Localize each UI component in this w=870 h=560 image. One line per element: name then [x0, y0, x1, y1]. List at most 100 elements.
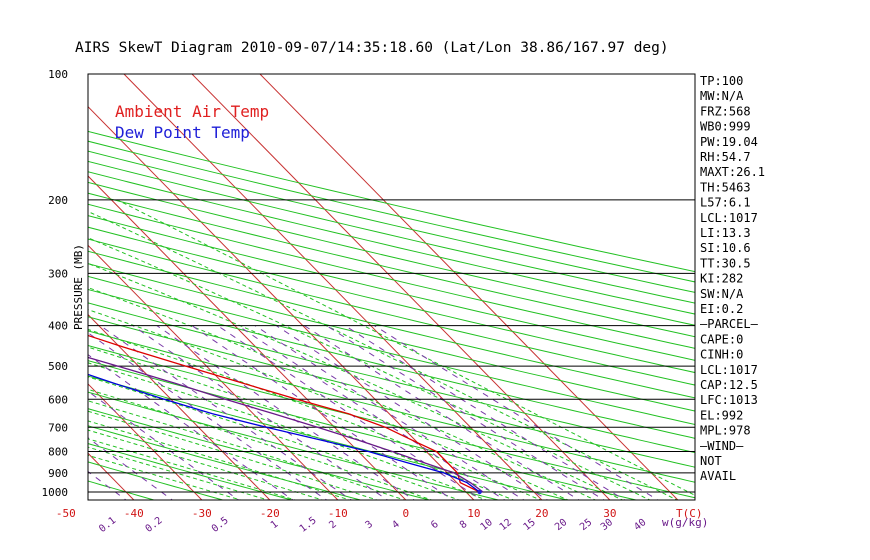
mixing-ratio-line	[88, 390, 240, 500]
dry-adiabat	[88, 360, 639, 500]
mixing-ratio-line	[237, 325, 506, 500]
index-label: FRZ:568	[700, 104, 751, 118]
mixing-ratio-line	[254, 325, 525, 500]
moist-adiabat	[88, 210, 679, 500]
dry-adiabat	[88, 203, 695, 349]
moist-adiabat	[88, 328, 542, 500]
index-label: MPL:978	[700, 424, 751, 438]
bottom-temp-tick-label: 30	[603, 507, 616, 520]
dry-adiabat	[88, 316, 695, 468]
mixing-ratio-line	[100, 325, 353, 500]
moist-adiabat	[88, 438, 297, 500]
pressure-tick-label: 200	[48, 194, 68, 207]
dry-adiabat	[88, 275, 695, 426]
mixing-ratio-tick-label: 0.2	[144, 515, 165, 535]
bottom-temp-tick-label: -30	[192, 507, 212, 520]
dry-adiabat	[0, 34, 25, 503]
dry-adiabat	[88, 330, 695, 483]
bottom-temp-tick-label: 20	[535, 507, 548, 520]
index-label: SI:10.6	[700, 241, 751, 255]
moist-adiabat	[88, 420, 352, 500]
dry-adiabat	[88, 181, 695, 326]
index-label: L57:6.1	[700, 196, 751, 210]
moist-adiabat	[88, 346, 515, 500]
mixing-ratio-tick-label: 8	[458, 519, 470, 531]
moist-adiabat	[116, 199, 695, 496]
dry-adiabat	[88, 140, 695, 283]
legend-item: Ambient Air Temp	[115, 102, 269, 121]
moist-adiabat	[88, 362, 488, 500]
isotherm-line	[88, 175, 407, 500]
index-label: AVAIL	[700, 469, 736, 483]
index-label: LFC:1013	[700, 393, 758, 407]
index-label: EI:0.2	[700, 302, 743, 316]
mixing-ratio-tick-label: 12	[498, 517, 514, 533]
mixing-ratio-line	[88, 354, 294, 500]
bottom-temp-tick-label: -50	[56, 507, 76, 520]
isotherm-line	[123, 74, 543, 500]
pressure-tick-label: 300	[48, 267, 68, 280]
moist-adiabat	[88, 400, 406, 500]
pressure-tick-label: 900	[48, 467, 68, 480]
isotherm-line	[191, 74, 611, 500]
mixing-ratio-tick-label: 10	[479, 517, 495, 533]
dry-adiabat	[88, 192, 695, 338]
dry-adiabat	[88, 345, 695, 499]
dry-adiabat	[88, 408, 432, 500]
index-label: LCL:1017	[700, 363, 758, 377]
mixing-ratio-tick-label: 20	[553, 517, 569, 533]
index-label: RH:54.7	[700, 150, 751, 164]
isotherm-line	[88, 383, 203, 500]
mixing-ratio-line	[217, 325, 483, 500]
plot-area	[0, 34, 695, 512]
index-label: LCL:1017	[700, 211, 758, 225]
dry-adiabat	[88, 226, 695, 374]
bottom-temp-tick-label: 10	[467, 507, 480, 520]
dry-adiabat	[88, 171, 695, 315]
legend: Ambient Air Temp Dew Point Temp	[115, 102, 269, 142]
series-line-parcel	[88, 356, 484, 493]
mixing-ratio-line	[156, 325, 416, 500]
pressure-tick-label: 400	[48, 320, 68, 333]
pressure-tick-label: 100	[48, 68, 68, 81]
x-axis-unit-label: T(C)	[676, 507, 703, 520]
mixing-ratio-tick-label: 1.5	[298, 515, 319, 535]
dry-adiabat	[88, 425, 363, 500]
mixing-ratio-lines	[88, 325, 659, 500]
moist-adiabat	[88, 388, 433, 500]
mixing-ratio-line	[344, 325, 626, 500]
mixing-ratio-tick-label: 25	[578, 517, 594, 533]
dry-adiabat	[88, 130, 695, 273]
dry-adiabat	[88, 443, 294, 500]
index-label: CAPE:0	[700, 332, 743, 346]
index-label: WB0:999	[700, 120, 751, 134]
mixing-ratio-line	[326, 325, 605, 500]
isotherm-line	[88, 313, 271, 500]
mixing-ratio-tick-label: 1	[269, 519, 281, 531]
mixing-ratio-tick-label: 40	[632, 517, 648, 533]
isotherm-line	[88, 105, 475, 500]
mixing-ratio-line	[276, 325, 549, 500]
pressure-tick-label: 500	[48, 360, 68, 373]
index-label: —WIND—	[700, 439, 744, 453]
chart-title: AIRS SkewT Diagram 2010-09-07/14:35:18.6…	[75, 40, 669, 56]
index-label: CAP:12.5	[700, 378, 758, 392]
moist-adiabat	[88, 309, 570, 500]
mixing-ratio-line	[374, 325, 659, 500]
pressure-tick-label: 600	[48, 393, 68, 406]
index-label: MAXT:26.1	[700, 165, 765, 179]
moist-adiabat	[88, 376, 461, 500]
dry-adiabat	[88, 391, 501, 500]
moist-adiabat	[88, 410, 379, 500]
dry-adiabat	[88, 302, 695, 454]
isotherm-line	[0, 64, 10, 512]
dry-adiabat	[88, 215, 695, 361]
index-label: CINH:0	[700, 348, 743, 362]
isotherm-line	[259, 74, 679, 500]
index-label: KI:282	[700, 272, 743, 286]
dry-adiabat	[88, 263, 695, 412]
index-label: PW:19.04	[700, 135, 758, 149]
mixing-ratio-unit-label: w(g/kg)	[662, 516, 708, 529]
mixing-ratio-tick-label: 0.1	[97, 515, 118, 535]
series-line-dew-point-temp	[88, 373, 480, 493]
